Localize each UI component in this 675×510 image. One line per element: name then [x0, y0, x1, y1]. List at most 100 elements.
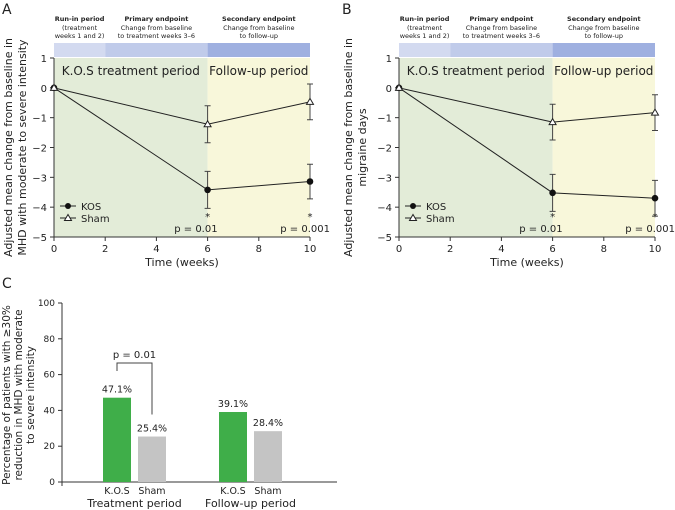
header-band: [54, 43, 106, 57]
y-axis-label: Percentage of patients with ≥30%: [1, 305, 13, 485]
significance-star: *: [205, 212, 210, 223]
x-tick-label: 6: [549, 244, 555, 255]
x-tick-label: 0: [51, 244, 57, 255]
header-title: Run-in period: [55, 15, 105, 23]
significance-star: *: [308, 212, 313, 223]
data-point-Sham: [305, 97, 315, 105]
header-band: [552, 43, 655, 57]
bar-category-label: K.O.S: [220, 486, 245, 497]
header-subtitle: to treatment weeks 3–6: [463, 32, 540, 40]
header-subtitle: to treatment weeks 3–6: [118, 32, 195, 40]
significance-star: *: [653, 212, 658, 223]
header-subtitle: to follow-up: [585, 32, 623, 40]
x-tick-label: 10: [649, 244, 662, 255]
bar-category-label: Sham: [138, 486, 165, 497]
data-point-Sham: [548, 117, 557, 126]
x-tick-label: 10: [304, 244, 317, 255]
header-subtitle: to follow-up: [240, 32, 278, 40]
y-tick-label: 60: [44, 371, 56, 381]
header-subtitle: weeks 1 and 2): [55, 32, 105, 40]
y-tick-label: −3: [32, 173, 47, 184]
y-axis-label: migraine days: [356, 108, 369, 187]
legend-label: Sham: [426, 214, 455, 225]
group-label: Treatment period: [86, 497, 182, 510]
data-point-Sham: [203, 119, 212, 128]
period-label: Follow-up period: [209, 64, 308, 78]
x-tick-label: 8: [256, 244, 262, 255]
header-subtitle: (treatment: [62, 24, 98, 32]
y-tick-label: 40: [44, 406, 56, 416]
p-value: p = 0.01: [174, 224, 217, 235]
x-axis-label: Time (weeks): [144, 256, 219, 269]
data-point-KOS: [204, 186, 211, 194]
period-region: [54, 58, 208, 237]
header-subtitle: (treatment: [407, 24, 443, 32]
significance-bracket: [116, 362, 153, 415]
y-tick-label: −2: [32, 144, 47, 155]
header-subtitle: Change from baseline: [466, 24, 537, 32]
y-axis-label: reduction in MHD with moderate: [13, 309, 25, 480]
y-tick-label: 1: [386, 54, 392, 65]
x-tick-label: 4: [498, 244, 504, 255]
bar-K.O.S: [103, 397, 131, 482]
header-title: Primary endpoint: [124, 15, 188, 23]
bar-value-label: 25.4%: [137, 424, 167, 435]
data-point-KOS: [306, 178, 314, 185]
header-subtitle: weeks 1 and 2): [400, 32, 450, 40]
x-axis-label: Time (weeks): [489, 256, 564, 269]
significance-star: *: [550, 212, 555, 223]
panel-A: A K.O.S treatment period Follow-up period R…: [2, 2, 330, 269]
bar-value-label: 47.1%: [102, 385, 132, 396]
y-tick-label: 1: [41, 54, 47, 65]
period-region: [552, 58, 655, 237]
p-value: p = 0.01: [113, 350, 156, 361]
legend-label: KOS: [426, 202, 446, 213]
period-label: Follow-up period: [554, 64, 653, 78]
header-band: [450, 43, 553, 57]
y-tick-label: 0: [386, 84, 392, 95]
y-axis-label: Adjusted mean change from baseline in: [2, 38, 15, 257]
header-title: Secondary endpoint: [567, 15, 641, 23]
panel-label: A: [2, 2, 12, 18]
header-band: [105, 43, 208, 57]
legend-label: Sham: [81, 214, 110, 225]
y-tick-label: −1: [377, 114, 392, 125]
bar-K.O.S: [219, 412, 247, 482]
header-title: Secondary endpoint: [222, 15, 296, 23]
y-axis-label: MHD with moderate to severe intensity: [16, 39, 29, 256]
y-axis-label: Adjusted mean change from baseline in: [342, 38, 355, 257]
p-value: p = 0.01: [519, 224, 562, 235]
x-tick-label: 4: [153, 244, 159, 255]
bar-category-label: K.O.S: [104, 486, 129, 497]
data-point-Sham: [650, 108, 660, 116]
period-region: [207, 58, 310, 237]
x-tick-label: 0: [396, 244, 402, 255]
period-label: K.O.S treatment period: [62, 64, 200, 78]
y-axis-label: to severe intensity: [25, 346, 37, 444]
bar-Sham: [254, 431, 282, 482]
header-title: Run-in period: [400, 15, 450, 23]
header-band: [207, 43, 310, 57]
y-tick-label: −4: [32, 203, 47, 214]
data-point-KOS: [651, 194, 659, 202]
y-tick-label: −4: [377, 203, 392, 214]
y-tick-label: −2: [377, 144, 392, 155]
y-tick-label: 0: [41, 84, 47, 95]
bar-Sham: [138, 436, 166, 482]
header-subtitle: Change from baseline: [223, 24, 294, 32]
y-tick-label: 100: [38, 299, 55, 309]
header-band: [399, 43, 451, 57]
legend-marker: [410, 203, 416, 209]
p-value: p = 0.001: [625, 224, 675, 235]
y-tick-label: 80: [44, 335, 56, 345]
x-tick-label: 2: [447, 244, 453, 255]
panel-label: C: [2, 276, 12, 292]
data-point-Sham: [49, 83, 59, 91]
y-tick-label: −3: [377, 173, 392, 184]
y-tick-label: −1: [32, 114, 47, 125]
period-label: K.O.S treatment period: [407, 64, 545, 78]
bar-value-label: 28.4%: [253, 418, 283, 429]
group-label: Follow-up period: [205, 497, 296, 510]
panel-label: B: [342, 2, 352, 18]
p-value: p = 0.001: [280, 224, 330, 235]
